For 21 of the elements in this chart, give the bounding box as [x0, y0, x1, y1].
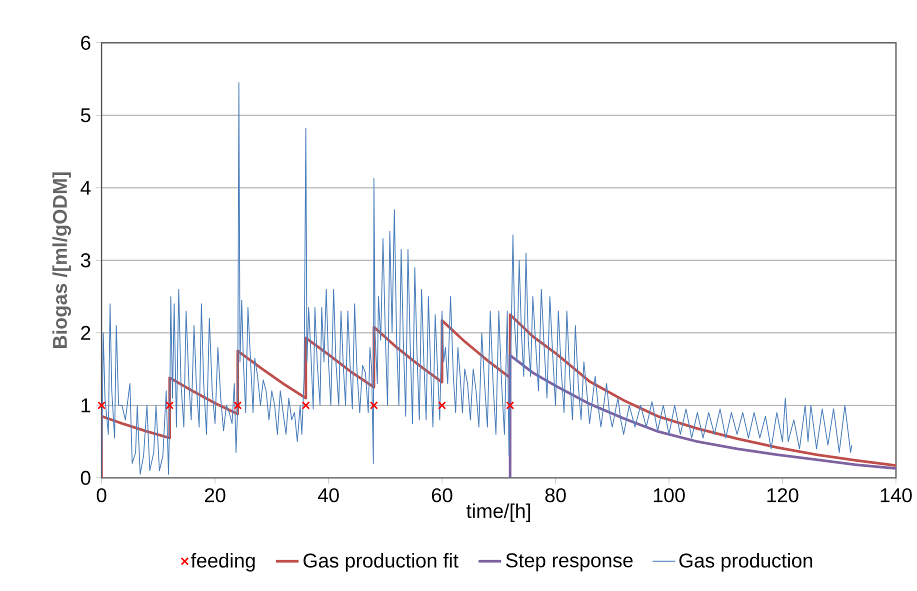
x-tick-label: 80	[545, 488, 566, 502]
y-tick-label: 3	[80, 253, 90, 268]
x-tick-label: 140	[880, 488, 912, 502]
y-tick-label: 2	[81, 326, 90, 340]
x-tick-label: 40	[318, 488, 339, 502]
x-tick-label: 20	[204, 488, 226, 502]
y-tick-label: 5	[80, 108, 90, 122]
y-tick-label: 1	[82, 398, 90, 412]
legend-label: Gas production	[679, 552, 812, 572]
x-tick-label: 0	[96, 488, 106, 502]
x-axis-title: time/[h]	[466, 503, 530, 522]
legend-label: Gas production fit	[304, 552, 458, 572]
y-tick-label: 0	[80, 470, 90, 485]
legend-label: Step response	[506, 553, 633, 572]
x-tick-label: 60	[432, 488, 452, 502]
y-axis-title: Biogas /[ml/gODM]	[52, 172, 72, 348]
x-tick-label: 100	[654, 488, 685, 502]
y-tick-label: 4	[80, 180, 91, 194]
y-tick-label: 6	[81, 36, 90, 50]
legend-label: feeding	[190, 552, 255, 572]
x-tick-label: 120	[767, 488, 798, 502]
